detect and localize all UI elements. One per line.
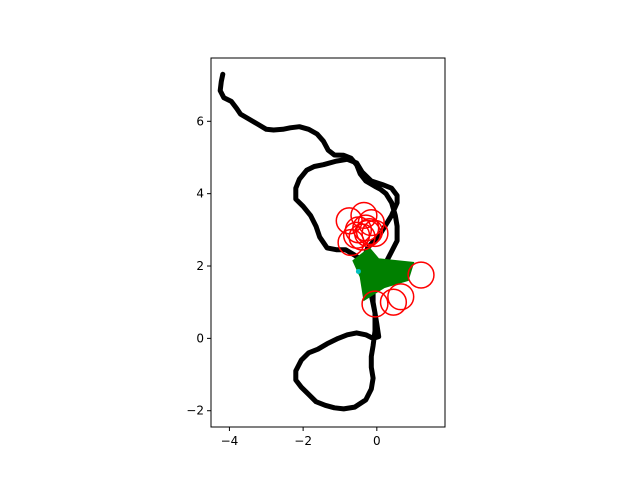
trajectory-path xyxy=(217,71,400,412)
y-tick-label: −2 xyxy=(186,404,204,418)
axes-frame xyxy=(210,57,446,428)
x-tick-label: −2 xyxy=(294,434,312,448)
red-circle xyxy=(337,228,365,257)
red-circle xyxy=(353,219,382,248)
red-circle xyxy=(379,288,408,316)
red-circle xyxy=(361,219,389,248)
green-polygon xyxy=(352,247,415,302)
cyan-marker xyxy=(355,268,361,274)
red-circle xyxy=(387,283,415,311)
x-tick-label: −4 xyxy=(221,434,239,448)
red-circle xyxy=(361,290,389,318)
x-axis: −4 −2 0 xyxy=(221,427,381,448)
y-tick-label: 2 xyxy=(196,259,204,273)
plot-area xyxy=(217,71,435,412)
y-tick-label: 0 xyxy=(196,331,204,345)
red-circle xyxy=(407,261,435,289)
x-tick-label: 0 xyxy=(373,434,381,448)
y-tick-label: 6 xyxy=(196,114,204,128)
y-tick-label: 4 xyxy=(196,187,204,201)
y-axis: −2 0 2 4 6 xyxy=(186,114,211,418)
red-circle xyxy=(357,208,385,237)
